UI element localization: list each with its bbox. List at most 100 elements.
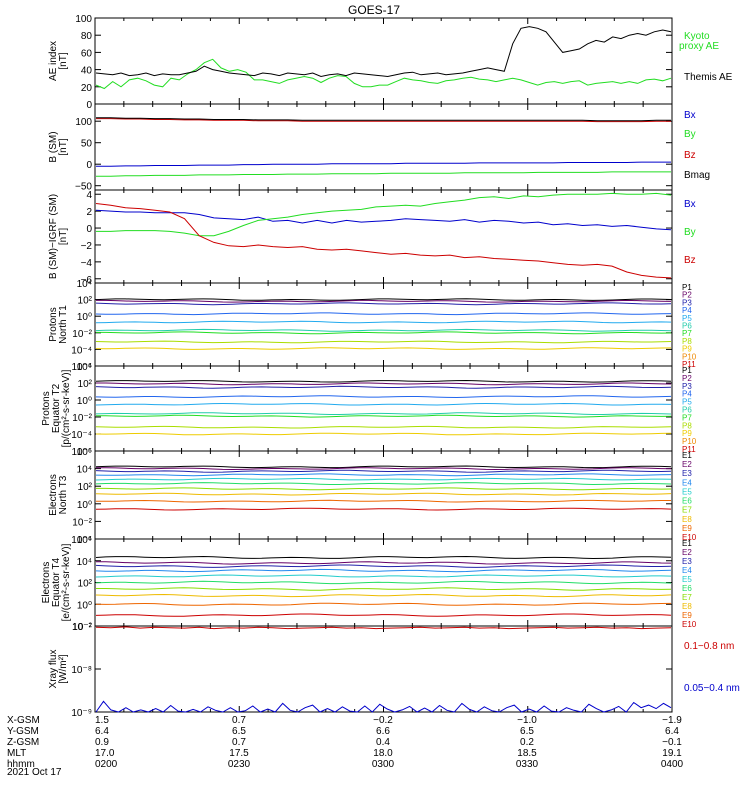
y-tick-label: 10⁴ [77, 362, 92, 373]
series-line-bz [95, 203, 672, 279]
ephemeris-value: 0200 [95, 759, 118, 770]
legend-entry: P7 [682, 329, 692, 338]
y-tick-label: 10⁰ [77, 600, 92, 611]
series-line-e3 [95, 564, 672, 568]
series-line-e9 [95, 499, 671, 503]
y-axis-label: Equator T4 [51, 557, 62, 607]
y-tick-label: 10² [78, 579, 93, 590]
ephemeris-value: 0.4 [376, 737, 390, 748]
y-tick-label: 0 [86, 100, 92, 111]
y-tick-label: −6 [81, 275, 93, 286]
legend-entry: 0.1−0.8 nm [684, 641, 734, 652]
ephemeris-table: X-GSMY-GSMZ-GSMMLThhmm1.56.40.917.002000… [7, 715, 684, 770]
series-line-p6 [95, 412, 672, 415]
y-tick-label: 10² [78, 379, 93, 390]
legend-entry: E1 [682, 539, 692, 548]
series-line-e4 [95, 473, 672, 477]
ephemeris-value: 0300 [372, 759, 395, 770]
y-tick-label: 0 [86, 160, 92, 171]
series-line-p8 [95, 340, 672, 344]
series-line-e10 [95, 507, 672, 511]
y-axis-label: [e/(cm²-s-sr-keV)] [61, 543, 72, 621]
series-line-p3 [95, 385, 672, 389]
ephemeris-value: 0400 [661, 759, 684, 770]
y-tick-label: 50 [81, 139, 93, 150]
y-axis-label: [nT] [58, 138, 69, 155]
y-tick-label: 10⁻² [72, 517, 92, 528]
legend-entry: E8 [682, 515, 692, 524]
series-line-e2 [96, 561, 672, 565]
panel-frame [94, 282, 673, 367]
series-line-0-1-0-8-nm [95, 626, 672, 630]
panel-frame [94, 625, 673, 713]
y-axis-label: Electrons [41, 562, 52, 604]
ephemeris-value: −0.2 [373, 715, 393, 726]
plot-title: GOES-17 [348, 3, 400, 17]
ephemeris-value: −1.9 [662, 715, 682, 726]
ephemeris-value: 6.6 [376, 726, 390, 737]
series-line-bz [96, 118, 671, 123]
y-axis-label: North T3 [58, 475, 69, 514]
y-tick-label: 10⁰ [77, 500, 92, 511]
panel-frame [94, 103, 673, 191]
legend-entry: 0.05−0.4 nm [684, 683, 740, 694]
ephemeris-value: 0.7 [232, 737, 246, 748]
y-tick-label: 60 [81, 48, 93, 59]
series-line-e10 [95, 613, 672, 617]
legend-entry: By [684, 227, 696, 238]
legend-entry: E3 [682, 557, 692, 566]
y-tick-label: 100 [75, 14, 92, 25]
series-line-by [96, 192, 672, 237]
series-line-p4 [95, 312, 672, 316]
series-line-p7 [96, 331, 672, 335]
legend-entry: Bx [684, 110, 696, 121]
y-tick-label: 100 [75, 117, 92, 128]
ephemeris-value: 19.1 [662, 748, 682, 759]
series-line-p6 [95, 328, 672, 332]
series-line-e4 [95, 568, 672, 573]
ephemeris-value: 6.4 [665, 726, 679, 737]
y-tick-label: 10⁻² [72, 329, 92, 340]
y-tick-label: 80 [81, 31, 93, 42]
legend-entry: P9 [682, 429, 692, 438]
series-line-p1 [95, 379, 672, 383]
series-line-e5 [95, 477, 672, 481]
y-axis-label: [nT] [58, 228, 69, 245]
series-line-p7 [96, 414, 672, 418]
series-line-e5 [95, 574, 672, 578]
series-line-e6 [95, 580, 672, 585]
legend-entry: P9 [682, 345, 692, 354]
y-axis-label: B (SM) [48, 131, 59, 162]
y-tick-label: 40 [81, 66, 93, 77]
ephemeris-value: 0.7 [232, 715, 246, 726]
legend-entry: P8 [682, 337, 692, 346]
legend-entry: E4 [682, 478, 692, 487]
legend-entry: E6 [682, 497, 692, 506]
panel-5: 10⁴ 10² 10⁰ 10⁻² 10⁻⁴ 10⁻⁶ Protons Equator T2 [p… [41, 362, 697, 458]
series-line-e2 [96, 467, 672, 471]
ephemeris-row-label: hhmm [7, 759, 35, 770]
y-tick-label: 10⁻⁸ [71, 665, 92, 676]
y-tick-label: 10⁻² [72, 622, 92, 633]
ephemeris-value: 0230 [228, 759, 251, 770]
y-axis-label: Electrons [48, 474, 59, 516]
y-tick-label: 2 [86, 207, 92, 218]
y-tick-label: 10² [78, 296, 93, 307]
legend-entry: E5 [682, 487, 692, 496]
legend-entry: By [684, 129, 696, 140]
legend-entry: E7 [682, 506, 692, 515]
legend-entry: E2 [682, 460, 692, 469]
y-tick-label: −2 [81, 241, 93, 252]
ephemeris-value: 6.5 [232, 726, 246, 737]
y-tick-label: 10⁴ [77, 465, 92, 476]
legend-entry: E8 [682, 602, 692, 611]
y-tick-label: 4 [86, 190, 92, 201]
panel-7: 10⁶ 10⁴ 10² 10⁰ 10⁻² Electrons Equator T4 [e/(c… [41, 535, 697, 633]
y-axis-label: Xray flux [48, 650, 59, 689]
legend-entry: P3 [682, 382, 692, 391]
ephemeris-value: 0.9 [95, 737, 109, 748]
series-line-themis-ae [95, 26, 672, 78]
series-line-e8 [95, 593, 672, 598]
legend-entry: P5 [682, 314, 692, 323]
